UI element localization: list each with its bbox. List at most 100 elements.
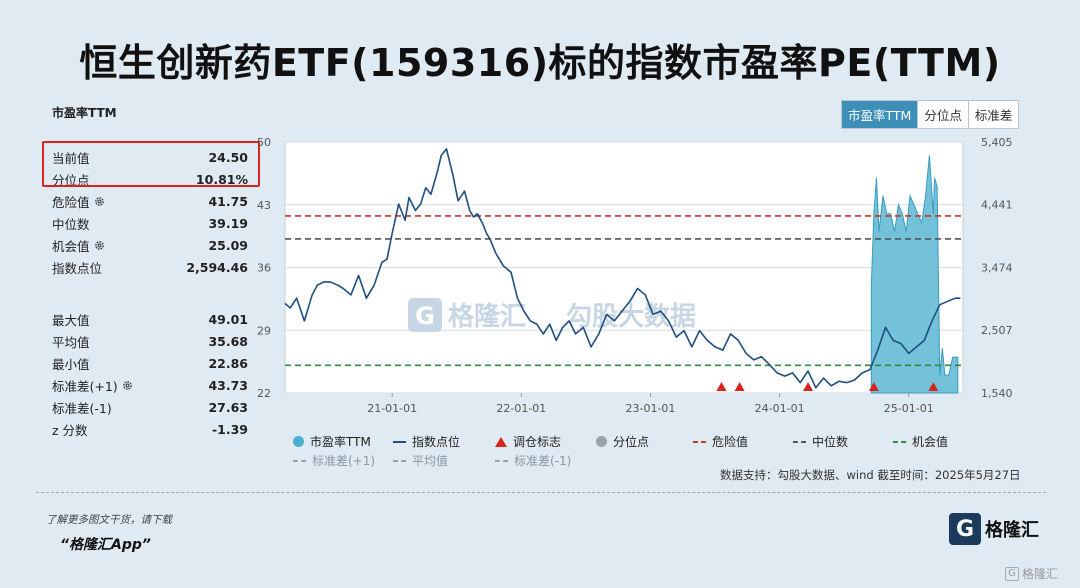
stat-row: 危险值 41.75 [52,190,248,212]
legend-swatch [495,459,508,462]
y-left-tick-label: 36 [257,262,271,275]
legend-item[interactable]: 标准差(+1) [293,452,375,469]
y-left-tick-label: 22 [257,387,271,400]
stat-value: 27.63 [208,399,248,415]
divider [36,492,1046,493]
legend-item[interactable]: 危险值 [693,433,748,450]
page-title: 恒生创新药ETF(159316)标的指数市盈率PE(TTM) [79,41,1001,85]
bottom-watermark-text: 格隆汇 [1022,567,1059,581]
stat-label: 危险值 [52,192,105,211]
y-left-tick-label: 50 [257,136,271,149]
stat-label: 最小值 [52,354,90,373]
stat-row: 当前值 24.50 [52,146,248,168]
tab-std-dev[interactable]: 标准差 [967,101,1019,128]
stat-row: z 分数 -1.39 [52,418,248,440]
x-tick-label: 22-01-01 [496,402,546,415]
stat-value: 35.68 [208,333,248,349]
stat-label: 中位数 [52,214,90,233]
rebalance-marker [803,382,814,391]
legend-swatch [293,459,306,462]
promo-text: 了解更多图文干货，请下载 [46,514,172,526]
stat-row: 机会值 25.09 [52,234,248,256]
stat-label-text: 分位点 [52,172,90,188]
stat-label-text: 标准差(+1) [52,378,118,394]
watermark-text-2: 勾股大数据 [566,302,696,332]
stat-label: 平均值 [52,332,90,351]
watermark-logo-icon [408,298,442,332]
stat-value: 43.73 [208,377,248,393]
stat-label-text: 当前值 [52,150,90,166]
brand-logo: G 格隆汇 [949,513,1039,545]
stat-value: 41.75 [208,193,248,209]
y-right-tick-label: 4,441 [981,199,1013,212]
stat-label-text: 中位数 [52,216,90,232]
legend-swatch [793,440,806,443]
stat-label: 标准差(-1) [52,398,112,417]
legend-item[interactable]: 指数点位 [393,433,460,450]
stat-label-text: z 分数 [52,422,88,438]
watermark-logo-letter: G [415,302,435,330]
view-tabs: 市盈率TTM 分位点 标准差 [841,100,1020,129]
rebalance-marker [928,382,939,391]
stat-value: 10.81% [195,171,248,187]
stat-label: 指数点位 [52,258,102,277]
legend-label: 市盈率TTM [310,435,371,449]
legend-label: 中位数 [812,435,849,449]
gear-icon[interactable] [94,196,105,207]
stat-label-text: 机会值 [52,238,90,254]
legend-label: 机会值 [912,435,949,449]
y-left-tick-label: 43 [257,199,271,212]
promo-app-name: “格隆汇App” [60,537,151,553]
stat-value: 22.86 [208,355,248,371]
tab-pe-ttm[interactable]: 市盈率TTM [842,101,918,128]
legend-item[interactable]: 中位数 [793,433,848,450]
gear-icon[interactable] [94,240,105,251]
legend-item[interactable]: 分位点 [596,433,649,450]
stat-row: 中位数 39.19 [52,212,248,234]
stat-label: 分位点 [52,170,90,189]
legend-item[interactable]: 调仓标志 [495,433,561,450]
current-value-highlight-box [42,141,260,187]
stat-value: 2,594.46 [186,259,248,275]
stat-label: z 分数 [52,420,88,439]
stat-label-text: 最大值 [52,312,90,328]
tab-percentile[interactable]: 分位点 [917,101,968,128]
stat-label: 机会值 [52,236,105,255]
stat-row: 分位点 10.81% [52,168,248,190]
x-tick-label: 23-01-01 [626,402,676,415]
stat-label-text: 最小值 [52,356,90,372]
legend-item[interactable]: 机会值 [893,433,948,450]
legend-label: 调仓标志 [513,435,562,449]
stat-value: 25.09 [208,237,248,253]
watermark-text: 格隆汇 [448,301,526,332]
y-right-tick-label: 1,540 [981,387,1013,400]
stat-value: 39.19 [208,215,248,231]
legend-swatch [495,436,507,447]
legend-swatch [393,440,406,443]
gear-icon[interactable] [122,380,133,391]
legend-item[interactable]: 平均值 [393,452,448,469]
pe-ttm-area [870,155,959,394]
rebalance-marker [734,382,745,391]
stat-row: 最大值 49.01 [52,308,248,330]
legend-label: 平均值 [412,454,449,468]
legend-swatch [693,440,706,443]
data-source: 数据支持：勾股大数据、wind 截至时间：2025年5月27日 [720,468,1021,482]
legend-item[interactable]: 标准差(-1) [495,452,571,469]
stat-label-text: 标准差(-1) [52,400,112,416]
legend-label: 危险值 [712,435,749,449]
legend-label: 分位点 [613,435,650,449]
index-line [284,148,961,389]
legend-label: 标准差(-1) [514,454,572,468]
panel-label: 市盈率TTM [52,106,117,120]
y-right-tick-label: 5,405 [981,136,1013,149]
x-tick-label: 21-01-01 [367,402,417,415]
y-left-tick-label: 29 [257,324,271,337]
legend-item[interactable]: 市盈率TTM [293,433,371,450]
x-tick-label: 24-01-01 [755,402,805,415]
stat-label: 最大值 [52,310,90,329]
rebalance-marker [716,382,727,391]
rebalance-marker [868,382,879,391]
legend-label: 标准差(+1) [312,454,376,468]
